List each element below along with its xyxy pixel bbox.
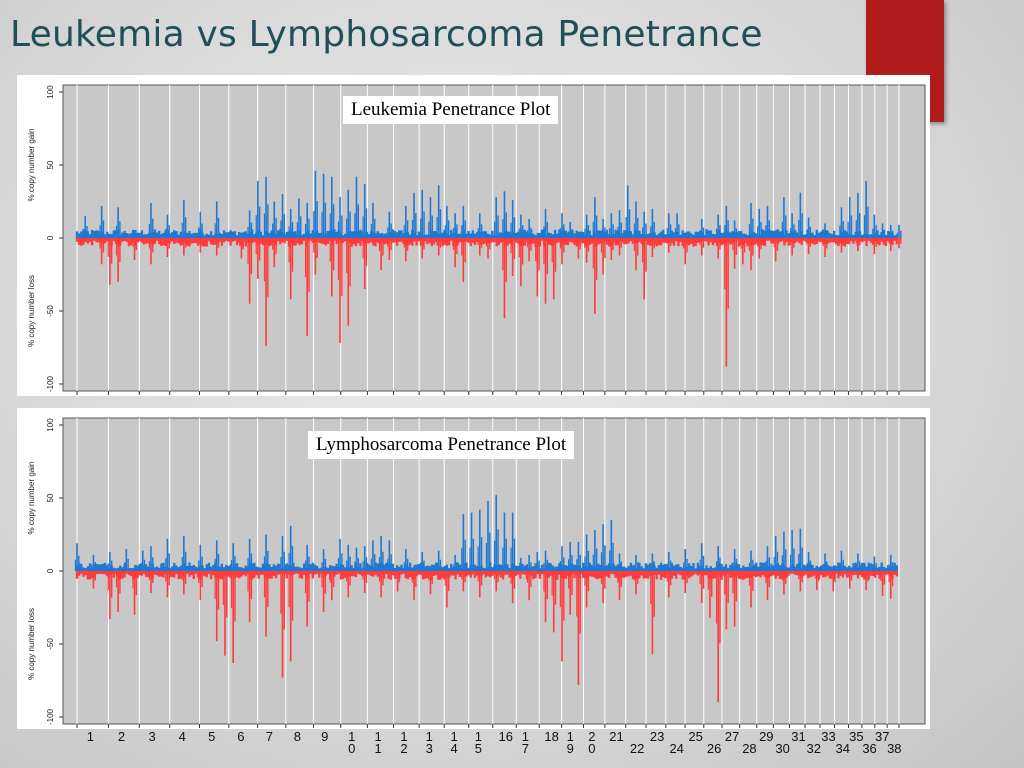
y-tick-label: 100 [46,418,55,432]
y-tick-label: -100 [46,708,55,725]
chromosome-label: 1 [348,729,356,744]
slide-title: Leukemia vs Lymphosarcoma Penetrance [10,14,763,55]
chromosome-label: 6 [237,729,245,744]
y-tick-label: -50 [46,305,55,317]
chromosome-label: 4 [178,729,186,744]
series-loss [75,571,898,703]
chromosome-label: 7 [521,741,529,756]
lymphosarcoma-penetrance-chart: 100 50 0 -50 -100 % copy number gain % copy nu… [17,408,930,729]
chromosome-label: 23 [649,729,665,744]
y-tick-label: 0 [46,568,55,573]
series-gain [75,170,902,238]
y-tick-label: 50 [46,160,55,169]
chromosome-label: 7 [265,729,273,744]
chromosome-label: 33 [821,729,836,744]
chromosome-label: 9 [321,729,329,744]
series-gain [74,495,898,571]
chromosome-label: 2 [588,729,596,744]
chromosome-label: 2 [400,741,408,756]
chromosome-label: 31 [791,729,806,744]
chromosome-label: 1 [374,729,382,744]
chromosome-label: 0 [588,741,596,756]
chromosome-label: 24 [669,741,684,756]
chromosome-label: 29 [759,729,774,744]
chromosome-label: 1 [566,729,574,744]
chromosome-label: 0 [348,741,356,756]
leukemia-penetrance-chart: 100 50 0 -50 -100 % copy number gain % copy nu… [17,75,930,396]
y-axis-label-loss: % copy number loss [27,608,36,680]
chromosome-label: 27 [724,729,740,744]
y-axis-label-gain: % copy number gain [27,129,36,202]
chromosome-label: 16 [498,729,513,744]
chromosome-label: 1 [86,729,94,744]
chromosome-label: 8 [293,729,301,744]
chromosome-label: 32 [806,741,821,756]
chromosome-label: 3 [425,741,433,756]
chromosome-label: 28 [742,741,757,756]
y-tick-label: 0 [46,235,55,240]
chromosome-label: 35 [849,729,864,744]
chromosome-label: 34 [835,741,850,756]
chromosome-label: 1 [450,729,458,744]
y-tick-label: -100 [46,375,55,392]
leukemia-plot-title: Leukemia Penetrance Plot [343,96,559,124]
y-tick-label: -50 [46,638,55,650]
chromosome-label: 5 [474,741,482,756]
chromosome-label: 21 [609,729,624,744]
chromosome-label: 22 [629,741,645,756]
chromosome-label: 36 [862,741,877,756]
chromosome-label: 37 [874,729,890,744]
lymphosarcoma-plot-svg: 100 50 0 -50 -100 % copy number gain % copy nu… [27,417,926,728]
lymphosarcoma-plot-title: Lymphosarcoma Penetrance Plot [308,431,575,459]
y-axis-label-loss: % copy number loss [27,275,36,347]
chromosome-label: 38 [887,741,902,756]
y-tick-label: 50 [46,493,55,502]
series-loss [75,238,902,367]
chromosome-label: 25 [688,729,703,744]
chromosome-label: 1 [374,741,382,756]
chromosome-label: 1 [400,729,408,744]
y-axis-label-gain: % copy number gain [27,462,36,535]
chromosome-label: 9 [566,741,574,756]
chromosome-label: 26 [706,741,722,756]
chromosome-label: 1 [521,729,529,744]
chromosome-label: 4 [450,741,458,756]
y-tick-label: 100 [46,85,55,99]
chromosome-label: 1 [474,729,482,744]
chromosome-label: 2 [117,729,126,744]
chromosome-label: 18 [544,729,559,744]
leukemia-plot-svg: 100 50 0 -50 -100 % copy number gain % copy nu… [27,84,926,395]
chromosome-label: 3 [148,729,156,744]
chromosome-label: 1 [425,729,433,744]
chromosome-label: 30 [775,741,790,756]
chromosome-label: 5 [208,729,216,744]
